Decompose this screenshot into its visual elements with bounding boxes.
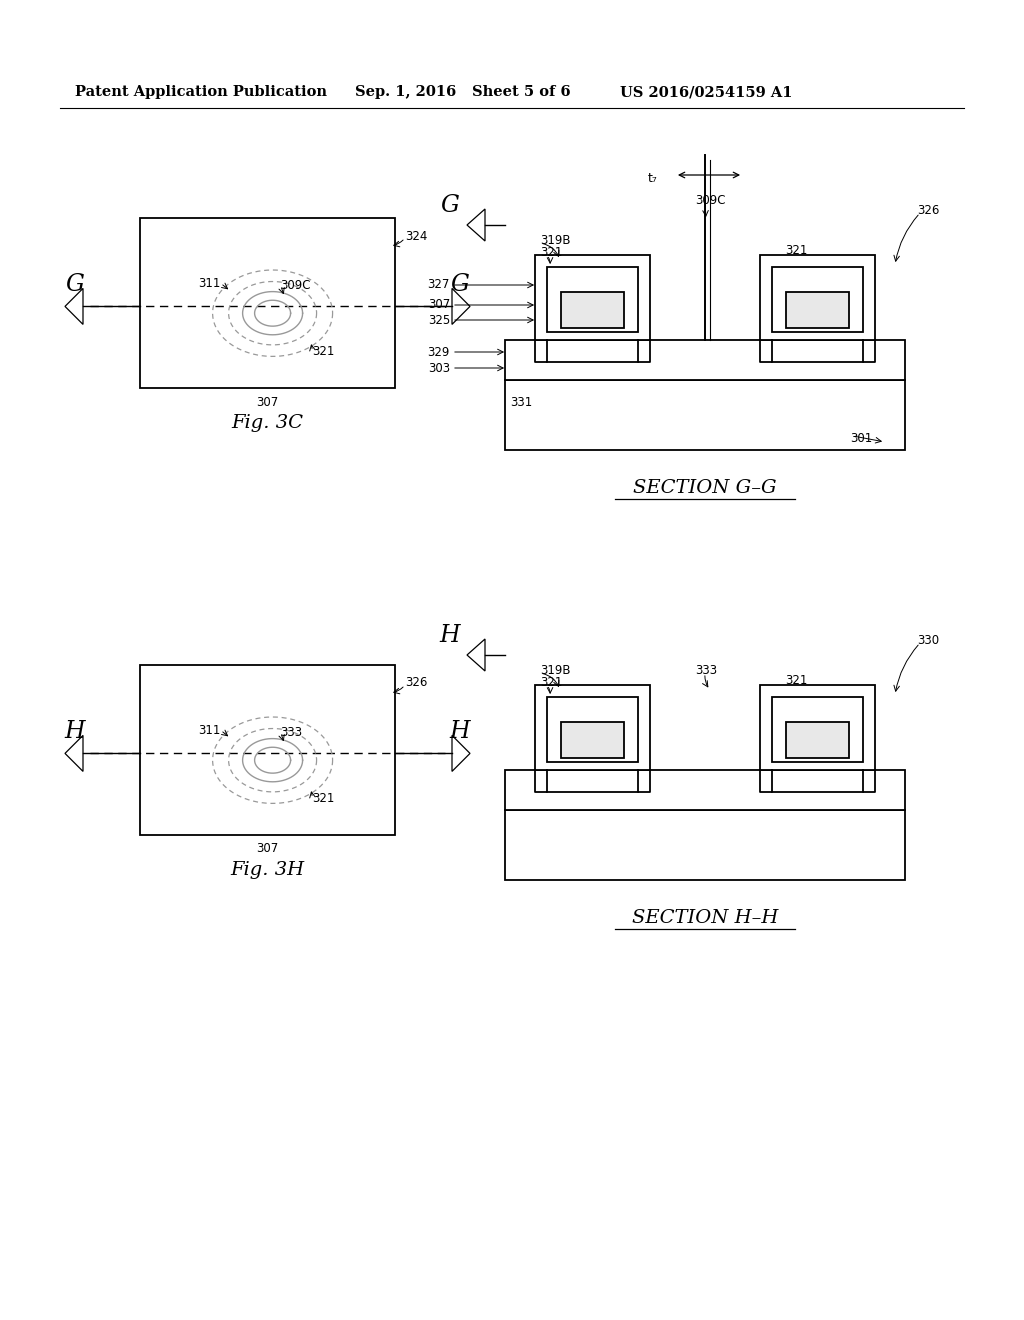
Text: SECTION G–G: SECTION G–G <box>633 479 777 498</box>
Bar <box>760 685 874 770</box>
Text: 307: 307 <box>428 298 450 312</box>
Text: Patent Application Publication: Patent Application Publication <box>75 84 327 99</box>
Bar <box>535 685 650 770</box>
Text: 331: 331 <box>510 396 532 408</box>
Text: 307: 307 <box>256 842 279 855</box>
Bar <box>547 697 638 762</box>
Text: Fig. 3H: Fig. 3H <box>230 861 304 879</box>
Text: 319B: 319B <box>540 664 570 677</box>
Bar <box>547 267 638 333</box>
Text: SECTION H–H: SECTION H–H <box>632 909 778 927</box>
Text: 309C: 309C <box>695 194 725 206</box>
Text: 333: 333 <box>281 726 303 739</box>
Bar <box>772 697 863 762</box>
Text: H: H <box>450 719 470 743</box>
Bar <box>535 255 650 341</box>
Text: 307: 307 <box>256 396 279 408</box>
Text: G: G <box>451 273 469 296</box>
Bar <box>786 722 849 758</box>
Text: 329: 329 <box>428 346 450 359</box>
Bar <box>561 722 624 758</box>
Bar <box>760 255 874 341</box>
Text: 311: 311 <box>199 723 220 737</box>
Text: 301: 301 <box>850 432 872 445</box>
Text: 327: 327 <box>428 279 450 292</box>
Text: 330: 330 <box>918 634 939 647</box>
Text: t₇: t₇ <box>648 173 658 186</box>
Text: Sheet 5 of 6: Sheet 5 of 6 <box>472 84 570 99</box>
Text: 333: 333 <box>695 664 717 677</box>
Text: 303: 303 <box>428 362 450 375</box>
Bar <box>140 218 395 388</box>
Text: 326: 326 <box>918 203 939 216</box>
Bar <box>786 292 849 327</box>
Text: US 2016/0254159 A1: US 2016/0254159 A1 <box>620 84 793 99</box>
Text: 319B: 319B <box>540 235 570 248</box>
Text: 324: 324 <box>406 230 427 243</box>
Bar <box>505 770 905 810</box>
Bar <box>505 341 905 380</box>
Text: H: H <box>439 623 461 647</box>
Bar <box>561 292 624 327</box>
Bar <box>140 665 395 836</box>
Text: G: G <box>66 273 84 296</box>
Text: H: H <box>65 719 85 743</box>
Text: 309C: 309C <box>281 279 311 292</box>
Text: 311: 311 <box>199 277 220 289</box>
Text: G: G <box>440 194 460 216</box>
Text: Sep. 1, 2016: Sep. 1, 2016 <box>355 84 457 99</box>
Bar <box>505 810 905 880</box>
Text: Fig. 3C: Fig. 3C <box>231 414 303 432</box>
Text: 326: 326 <box>406 676 427 689</box>
Bar <box>772 267 863 333</box>
Text: 321: 321 <box>312 792 335 805</box>
Text: 321: 321 <box>785 243 807 256</box>
Text: 321: 321 <box>312 345 335 358</box>
Text: 321: 321 <box>540 247 562 260</box>
Bar <box>505 380 905 450</box>
Text: 325: 325 <box>428 314 450 326</box>
Text: 321: 321 <box>540 676 562 689</box>
Text: 321: 321 <box>785 673 807 686</box>
